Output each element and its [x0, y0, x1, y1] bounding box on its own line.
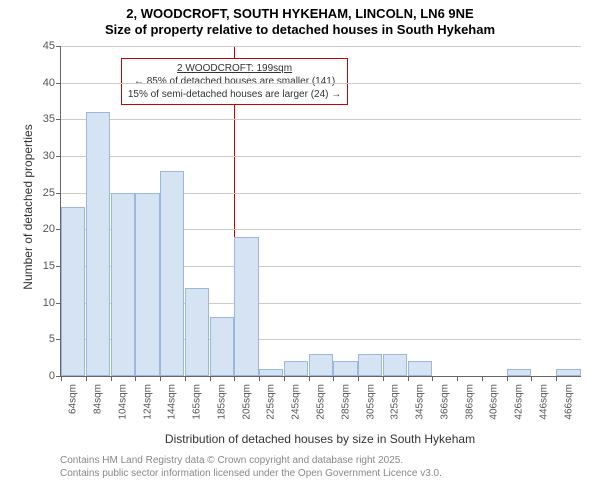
- ytick-label: 5: [49, 333, 55, 345]
- xtick-label: 446sqm: [538, 384, 549, 420]
- xtick-label: 185sqm: [216, 384, 227, 420]
- xtick-label: 366sqm: [439, 384, 450, 420]
- y-axis-label: Number of detached properties: [21, 107, 35, 307]
- xtick-mark: [309, 376, 310, 381]
- xtick-mark: [482, 376, 483, 381]
- xtick-label: 305sqm: [365, 384, 376, 420]
- xtick-label: 386sqm: [464, 384, 475, 420]
- xtick-label: 245sqm: [291, 384, 302, 420]
- x-axis-label: Distribution of detached houses by size …: [60, 432, 580, 446]
- xtick-mark: [234, 376, 235, 381]
- ytick-mark: [56, 119, 61, 120]
- xtick-label: 225sqm: [266, 384, 277, 420]
- gridline: [61, 156, 581, 157]
- histogram-bar: [408, 361, 432, 376]
- xtick-label: 84sqm: [93, 384, 104, 414]
- xtick-mark: [61, 376, 62, 381]
- xtick-label: 345sqm: [415, 384, 426, 420]
- footer-line-2: Contains public sector information licen…: [60, 467, 442, 480]
- histogram-bar: [160, 171, 184, 376]
- ytick-mark: [56, 83, 61, 84]
- ytick-label: 0: [49, 370, 55, 382]
- xtick-mark: [259, 376, 260, 381]
- histogram-bar: [234, 237, 258, 376]
- ytick-label: 45: [43, 40, 55, 52]
- xtick-mark: [556, 376, 557, 381]
- xtick-mark: [507, 376, 508, 381]
- xtick-mark: [160, 376, 161, 381]
- gridline: [61, 119, 581, 120]
- ytick-label: 30: [43, 150, 55, 162]
- xtick-label: 325sqm: [390, 384, 401, 420]
- annotation-line-1: 2 WOODCROFT: 199sqm: [128, 62, 341, 75]
- histogram-bar: [111, 193, 135, 376]
- histogram-bar: [309, 354, 333, 376]
- ytick-mark: [56, 156, 61, 157]
- xtick-mark: [531, 376, 532, 381]
- xtick-mark: [111, 376, 112, 381]
- xtick-label: 285sqm: [340, 384, 351, 420]
- ytick-label: 25: [43, 187, 55, 199]
- xtick-label: 64sqm: [68, 384, 79, 414]
- histogram-bar: [210, 317, 234, 376]
- xtick-mark: [358, 376, 359, 381]
- xtick-label: 466sqm: [563, 384, 574, 420]
- ytick-label: 20: [43, 223, 55, 235]
- xtick-label: 165sqm: [192, 384, 203, 420]
- xtick-label: 265sqm: [316, 384, 327, 420]
- xtick-mark: [432, 376, 433, 381]
- ytick-label: 15: [43, 260, 55, 272]
- title-line-2: Size of property relative to detached ho…: [0, 22, 600, 38]
- plot-area: 2 WOODCROFT: 199sqm ← 85% of detached ho…: [60, 46, 581, 377]
- xtick-mark: [86, 376, 87, 381]
- xtick-label: 426sqm: [514, 384, 525, 420]
- xtick-mark: [457, 376, 458, 381]
- histogram-bar: [556, 369, 580, 376]
- histogram-bar: [86, 112, 110, 376]
- xtick-label: 104sqm: [117, 384, 128, 420]
- chart-container: 2, WOODCROFT, SOUTH HYKEHAM, LINCOLN, LN…: [0, 0, 600, 500]
- ytick-mark: [56, 193, 61, 194]
- annotation-box: 2 WOODCROFT: 199sqm ← 85% of detached ho…: [121, 58, 348, 105]
- histogram-bar: [259, 369, 283, 376]
- ytick-label: 10: [43, 297, 55, 309]
- gridline: [61, 46, 581, 47]
- annotation-line-2: ← 85% of detached houses are smaller (14…: [128, 75, 341, 88]
- xtick-label: 124sqm: [142, 384, 153, 420]
- histogram-bar: [135, 193, 159, 376]
- xtick-label: 144sqm: [167, 384, 178, 420]
- histogram-bar: [333, 361, 357, 376]
- ytick-label: 40: [43, 77, 55, 89]
- xtick-mark: [135, 376, 136, 381]
- xtick-mark: [210, 376, 211, 381]
- xtick-mark: [383, 376, 384, 381]
- xtick-mark: [284, 376, 285, 381]
- histogram-bar: [507, 369, 531, 376]
- ytick-mark: [56, 46, 61, 47]
- histogram-bar: [61, 207, 85, 376]
- title-line-1: 2, WOODCROFT, SOUTH HYKEHAM, LINCOLN, LN…: [0, 6, 600, 22]
- footer-note: Contains HM Land Registry data © Crown c…: [60, 454, 442, 480]
- histogram-bar: [358, 354, 382, 376]
- xtick-label: 406sqm: [489, 384, 500, 420]
- xtick-label: 205sqm: [241, 384, 252, 420]
- chart-title: 2, WOODCROFT, SOUTH HYKEHAM, LINCOLN, LN…: [0, 0, 600, 37]
- ytick-label: 35: [43, 113, 55, 125]
- histogram-bar: [284, 361, 308, 376]
- xtick-mark: [333, 376, 334, 381]
- xtick-mark: [408, 376, 409, 381]
- footer-line-1: Contains HM Land Registry data © Crown c…: [60, 454, 442, 467]
- annotation-line-3: 15% of semi-detached houses are larger (…: [128, 88, 341, 101]
- xtick-mark: [185, 376, 186, 381]
- histogram-bar: [383, 354, 407, 376]
- gridline: [61, 83, 581, 84]
- histogram-bar: [185, 288, 209, 376]
